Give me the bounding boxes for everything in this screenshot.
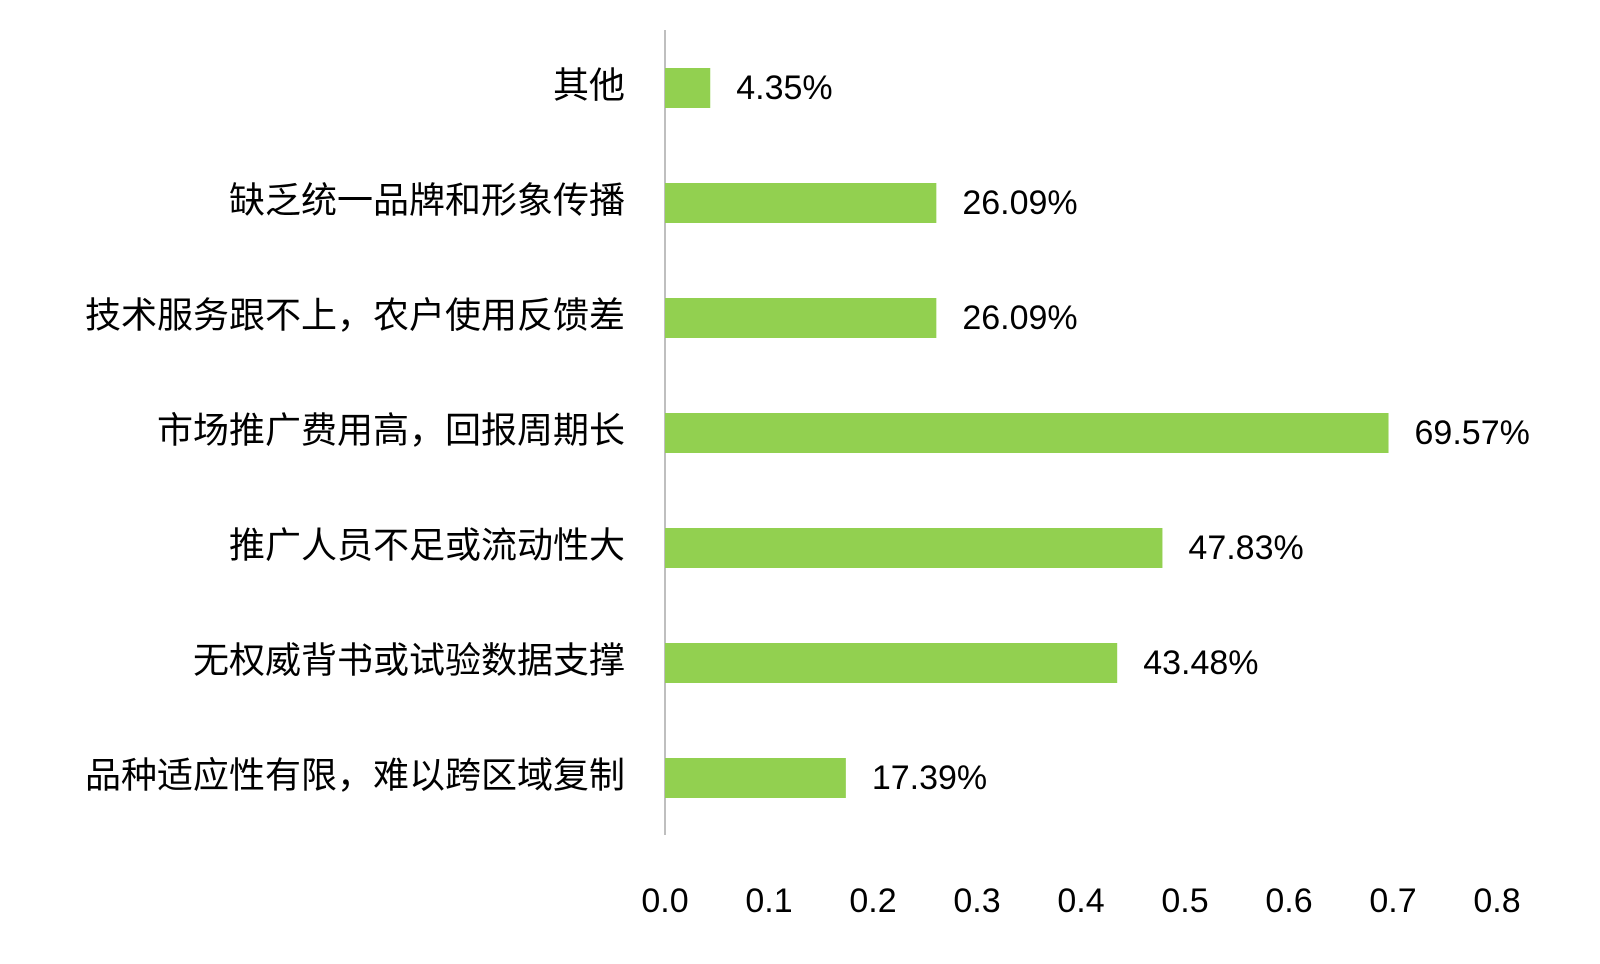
y-tick-label: 无权威背书或试验数据支撑 [193, 640, 625, 681]
bar [665, 758, 846, 798]
data-label: 43.48% [1143, 644, 1258, 682]
bar [665, 413, 1389, 453]
data-label: 26.09% [962, 299, 1077, 337]
data-label: 4.35% [736, 69, 832, 107]
x-tick-label: 0.6 [1265, 882, 1312, 920]
data-label: 47.83% [1188, 529, 1303, 567]
bar [665, 643, 1118, 683]
x-tick-label: 0.4 [1057, 882, 1104, 920]
data-label: 26.09% [962, 184, 1077, 222]
x-tick-label: 0.8 [1473, 882, 1520, 920]
bar [665, 183, 937, 223]
x-tick-label: 0.7 [1369, 882, 1416, 920]
bar [665, 528, 1163, 568]
y-tick-label: 缺乏统一品牌和形象传播 [229, 180, 625, 221]
y-tick-label: 市场推广费用高，回报周期长 [157, 410, 625, 451]
y-tick-label: 技术服务跟不上，农户使用反馈差 [85, 295, 625, 336]
data-label: 69.57% [1415, 414, 1530, 452]
x-tick-label: 0.3 [953, 882, 1000, 920]
x-tick-label: 0.1 [745, 882, 792, 920]
data-label: 17.39% [872, 759, 987, 797]
x-tick-label: 0.0 [641, 882, 688, 920]
x-tick-label: 0.2 [849, 882, 896, 920]
y-tick-label: 品种适应性有限，难以跨区域复制 [85, 755, 625, 796]
x-tick-label: 0.5 [1161, 882, 1208, 920]
y-tick-label: 推广人员不足或流动性大 [229, 525, 625, 566]
bar [665, 68, 711, 108]
y-tick-label: 其他 [553, 65, 625, 106]
bar [665, 298, 937, 338]
